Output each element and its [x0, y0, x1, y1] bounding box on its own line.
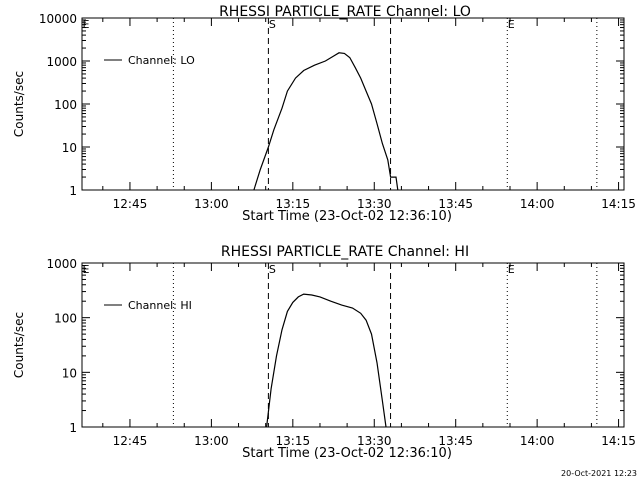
x-axis-label: Start Time (23-Oct-02 12:36:10): [242, 209, 452, 224]
x-tick-label: 14:15: [601, 434, 636, 448]
x-tick-label: 13:30: [357, 197, 392, 211]
y-tick-label: 10: [62, 366, 77, 380]
legend-label: Channel: HI: [128, 299, 192, 312]
x-tick-label: 13:30: [357, 434, 392, 448]
marker-label: E: [508, 263, 515, 276]
x-tick-label: 13:45: [438, 197, 473, 211]
x-tick-label: 12:45: [113, 434, 148, 448]
marker-label: E: [508, 18, 515, 31]
chart-title: RHESSI PARTICLE_RATE Channel: LO: [219, 4, 471, 20]
x-tick-label: 13:00: [194, 434, 229, 448]
x-axis-label: Start Time (23-Oct-02 12:36:10): [242, 446, 452, 461]
y-tick-label: 1000: [46, 257, 77, 271]
x-tick-label: 14:00: [520, 197, 555, 211]
chart-panel-hi: RHESSI PARTICLE_RATE Channel: HI 1 10 100 10…: [12, 244, 636, 461]
x-tick-label: 12:45: [113, 197, 148, 211]
marker-label: S: [269, 263, 276, 276]
y-tick-label: 10: [62, 141, 77, 155]
marker-label: E: [83, 18, 90, 31]
x-tick-label: 13:15: [276, 434, 311, 448]
plot-frame: [81, 262, 625, 428]
y-tick-label: 1: [69, 421, 77, 435]
marker-label: E: [83, 263, 90, 276]
y-tick-label: 1000: [46, 55, 77, 69]
legend-label: Channel: LO: [128, 54, 195, 67]
x-tick-label: 13:45: [438, 434, 473, 448]
y-axis-label: Counts/sec: [12, 71, 26, 137]
chart-title: RHESSI PARTICLE_RATE Channel: HI: [221, 244, 469, 260]
series-line: [266, 293, 387, 428]
x-tick-label: 14:00: [520, 434, 555, 448]
y-tick-label: 1: [69, 184, 77, 198]
x-tick-label: 13:15: [276, 197, 311, 211]
plot-frame: [81, 17, 625, 191]
series-line: [253, 52, 399, 191]
x-tick-label: 13:00: [194, 197, 229, 211]
footer-timestamp: 20-Oct-2021 12:23: [561, 469, 637, 478]
y-axis-label: Counts/sec: [12, 312, 26, 378]
y-tick-label: 100: [54, 98, 77, 112]
y-tick-label: 100: [54, 312, 77, 326]
chart-panel-lo: RHESSI PARTICLE_RATE Channel: LO 1 10 100 10…: [12, 4, 636, 224]
y-tick-label: 10000: [39, 12, 77, 26]
marker-label: S: [269, 18, 276, 31]
x-tick-label: 14:15: [601, 197, 636, 211]
